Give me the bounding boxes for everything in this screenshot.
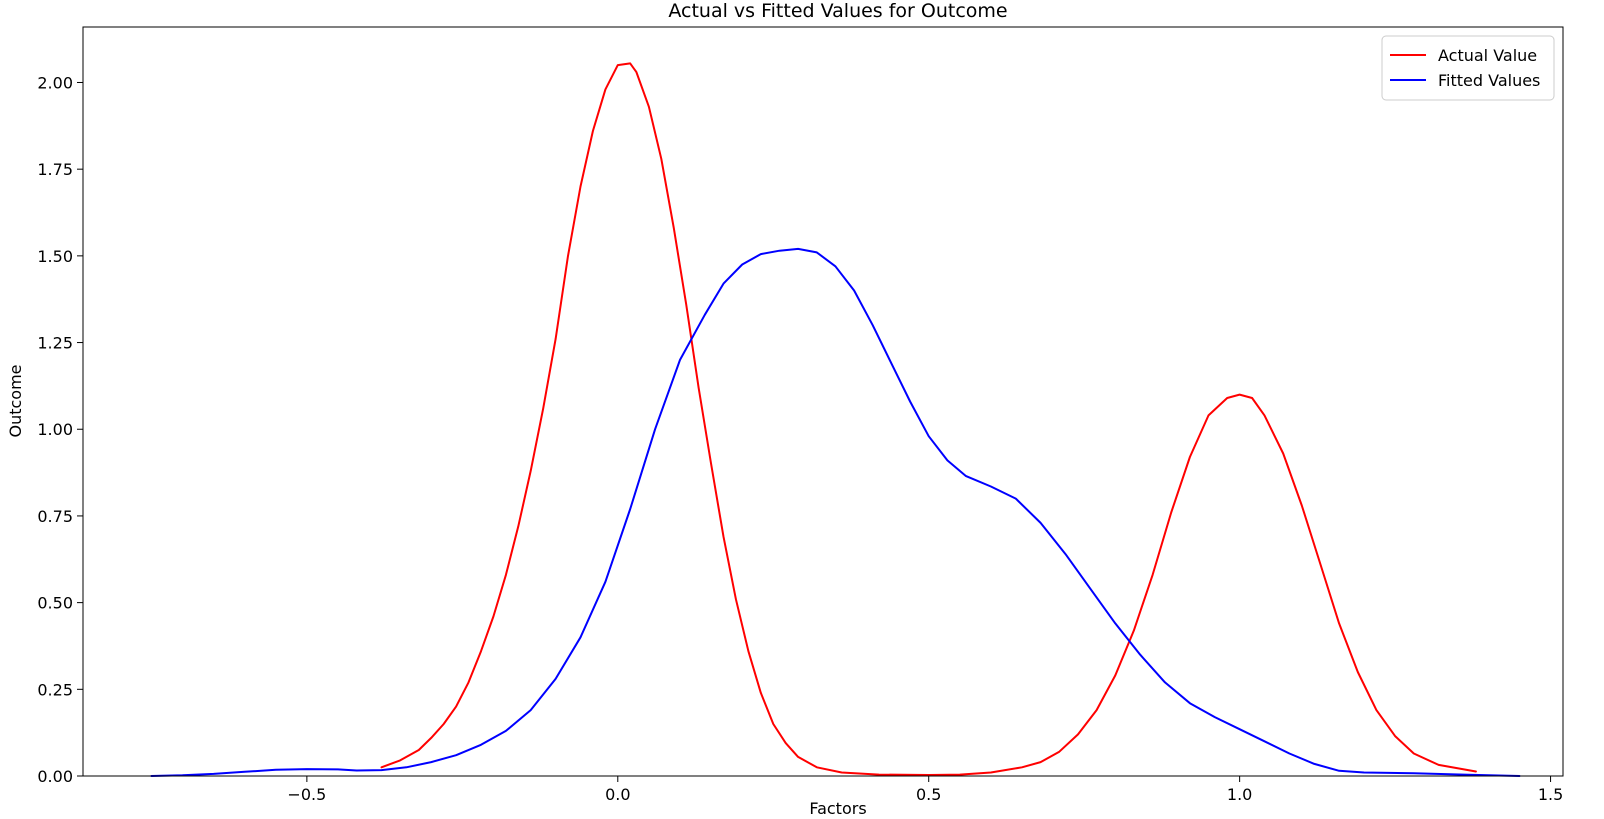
- legend-label: Actual Value: [1438, 46, 1537, 65]
- legend-label: Fitted Values: [1438, 71, 1540, 90]
- y-tick-label: 1.50: [37, 247, 73, 266]
- y-axis-label: Outcome: [6, 364, 25, 437]
- x-axis-label: Factors: [809, 799, 866, 818]
- y-tick-label: 1.25: [37, 334, 73, 353]
- y-tick-label: 0.00: [37, 767, 73, 786]
- x-tick-label: 1.0: [1227, 785, 1252, 804]
- y-tick-label: 0.75: [37, 507, 73, 526]
- axis-ticks: −0.5 0.0 0.5 1.0 1.5 0.00 0.25 0.50 0.75 1.00 1.25…: [37, 73, 1563, 804]
- series-layer: [150, 62, 1521, 777]
- series-line-fitted-values: [150, 247, 1521, 777]
- x-tick-label: 1.5: [1538, 785, 1563, 804]
- x-tick-label: 0.5: [916, 785, 941, 804]
- y-tick-label: 1.75: [37, 160, 73, 179]
- series-line-actual-value: [380, 62, 1477, 776]
- legend: Actual Value Fitted Values: [1381, 35, 1555, 101]
- chart-title: Actual vs Fitted Values for Outcome: [668, 0, 1007, 22]
- y-tick-label: 0.25: [37, 680, 73, 699]
- x-tick-label: 0.0: [605, 785, 630, 804]
- y-tick-label: 0.50: [37, 594, 73, 613]
- legend-box: [1381, 35, 1555, 101]
- y-tick-label: 2.00: [37, 73, 73, 92]
- y-tick-label: 1.00: [37, 420, 73, 439]
- x-tick-label: −0.5: [287, 785, 326, 804]
- plot-area-frame: [82, 26, 1564, 777]
